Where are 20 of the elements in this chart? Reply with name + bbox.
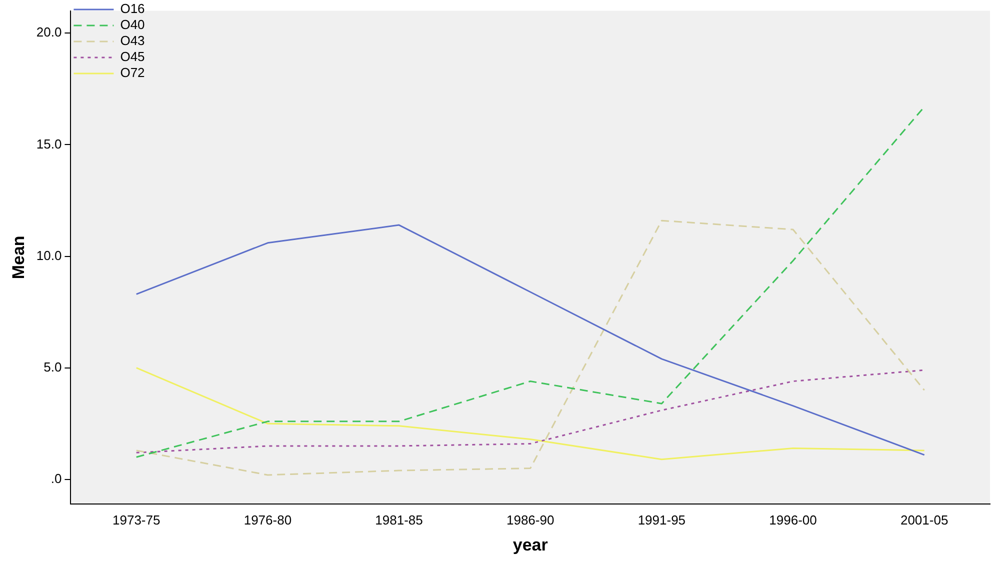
legend-label: O72 [120,65,145,80]
x-tick-label: 1976-80 [244,512,292,528]
x-axis-title: year [512,535,548,554]
legend-label: O40 [120,17,145,32]
x-tick-label: 1991-95 [638,512,686,528]
y-tick-label: 20.0 [36,24,62,40]
legend-label: O45 [120,49,145,64]
x-tick-label: 2001-05 [900,512,948,528]
x-tick-label: 1996-00 [769,512,817,528]
legend-label: O16 [120,1,145,16]
y-tick-label: 5.0 [44,359,62,374]
x-tick-label: 1986-90 [506,512,554,528]
legend-label: O43 [120,33,145,48]
x-tick-label: 1973-75 [112,512,160,528]
y-tick-label: 15.0 [36,136,62,152]
y-tick-label: .0 [50,471,62,486]
line-series [136,106,926,458]
y-tick-label: 10.0 [36,248,62,263]
y-axis-title: Mean [8,236,28,280]
x-tick-label: 1981-85 [375,512,423,528]
